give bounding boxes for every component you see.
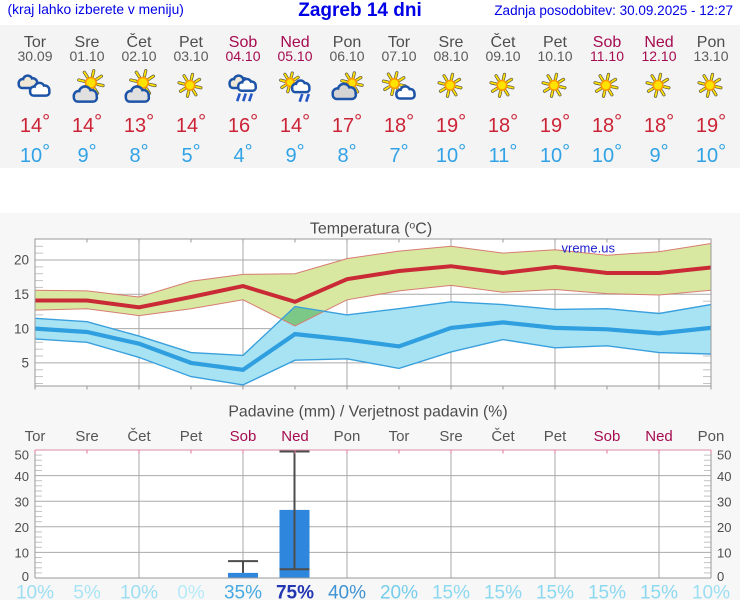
svg-text:15%: 15% bbox=[640, 583, 678, 601]
svg-text:Pon: Pon bbox=[334, 428, 361, 445]
svg-text:Pon: Pon bbox=[698, 428, 725, 445]
svg-text:10%: 10% bbox=[16, 583, 54, 601]
svg-text:5: 5 bbox=[21, 356, 29, 371]
svg-text:Ned: Ned bbox=[281, 428, 309, 445]
svg-text:15%: 15% bbox=[484, 583, 522, 601]
svg-text:15%: 15% bbox=[536, 583, 574, 601]
svg-text:0: 0 bbox=[22, 569, 29, 584]
svg-text:Čet: Čet bbox=[127, 428, 151, 445]
svg-text:0%: 0% bbox=[177, 583, 205, 601]
svg-text:15%: 15% bbox=[432, 583, 470, 601]
svg-text:40: 40 bbox=[15, 469, 29, 484]
svg-text:50: 50 bbox=[15, 448, 29, 463]
svg-text:20: 20 bbox=[717, 520, 731, 535]
svg-text:75%: 75% bbox=[276, 583, 314, 601]
svg-text:10: 10 bbox=[717, 546, 731, 561]
svg-text:Pet: Pet bbox=[180, 428, 203, 445]
svg-text:Temperatura (oC): Temperatura (oC) bbox=[310, 220, 432, 238]
svg-text:Tor: Tor bbox=[389, 428, 410, 445]
svg-text:20: 20 bbox=[15, 520, 29, 535]
svg-text:40: 40 bbox=[717, 469, 731, 484]
svg-text:10: 10 bbox=[15, 546, 29, 561]
svg-text:Sob: Sob bbox=[230, 428, 257, 445]
svg-text:10%: 10% bbox=[692, 583, 730, 601]
svg-text:50: 50 bbox=[717, 448, 731, 463]
svg-text:Sre: Sre bbox=[75, 428, 98, 445]
svg-text:Sob: Sob bbox=[594, 428, 621, 445]
svg-text:Sre: Sre bbox=[439, 428, 462, 445]
svg-text:20: 20 bbox=[14, 253, 29, 268]
svg-text:10: 10 bbox=[14, 321, 29, 336]
svg-text:35%: 35% bbox=[224, 583, 262, 601]
svg-text:30: 30 bbox=[717, 494, 731, 509]
svg-text:5%: 5% bbox=[73, 583, 101, 601]
svg-text:40%: 40% bbox=[328, 583, 366, 601]
svg-text:vreme.us: vreme.us bbox=[562, 241, 616, 256]
svg-text:20%: 20% bbox=[380, 583, 418, 601]
svg-text:10%: 10% bbox=[120, 583, 158, 601]
svg-text:30: 30 bbox=[15, 494, 29, 509]
svg-text:0: 0 bbox=[717, 569, 724, 584]
svg-text:15: 15 bbox=[14, 287, 29, 302]
svg-text:Padavine (mm) / Verjetnost pad: Padavine (mm) / Verjetnost padavin (%) bbox=[228, 404, 507, 421]
svg-text:Tor: Tor bbox=[25, 428, 46, 445]
svg-text:Pet: Pet bbox=[544, 428, 567, 445]
svg-text:Čet: Čet bbox=[491, 428, 515, 445]
svg-text:15%: 15% bbox=[588, 583, 626, 601]
svg-text:Ned: Ned bbox=[645, 428, 673, 445]
